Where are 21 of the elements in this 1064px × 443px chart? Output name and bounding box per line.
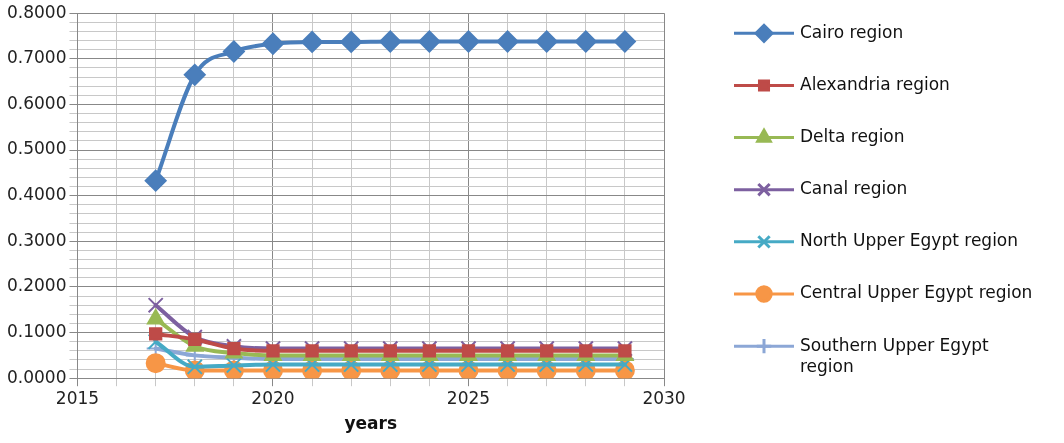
y-tick-label: 0.7000 (7, 47, 67, 68)
x-tick-label: 2025 (446, 387, 491, 408)
x-tick-label: 2015 (55, 387, 100, 408)
legend-label: Canal region (800, 178, 908, 199)
x-tick-label: 2020 (251, 387, 295, 408)
y-tick-label: 0.5000 (7, 138, 67, 159)
legend-label: Cairo region (800, 21, 904, 42)
legend-label: Central Upper Egypt region (800, 282, 1033, 303)
legend-label: North Upper Egypt region (800, 230, 1019, 251)
legend-label: Alexandria region (800, 73, 950, 94)
x-axis-title: years (344, 413, 398, 434)
legend-label: Southern Upper Egypt region (800, 334, 989, 376)
y-tick-label: 0.0000 (7, 366, 67, 387)
y-tick-label: 0.1000 (7, 321, 67, 341)
y-tick-label: 0.8000 (7, 1, 67, 22)
x-tick-label: 2030 (642, 387, 686, 408)
y-tick-label: 0.2000 (7, 275, 67, 296)
y-tick-label: 0.4000 (7, 184, 67, 205)
y-tick-label: 0.3000 (7, 229, 67, 250)
legend-label: Delta region (800, 125, 905, 146)
y-tick-label: 0.6000 (7, 92, 67, 113)
